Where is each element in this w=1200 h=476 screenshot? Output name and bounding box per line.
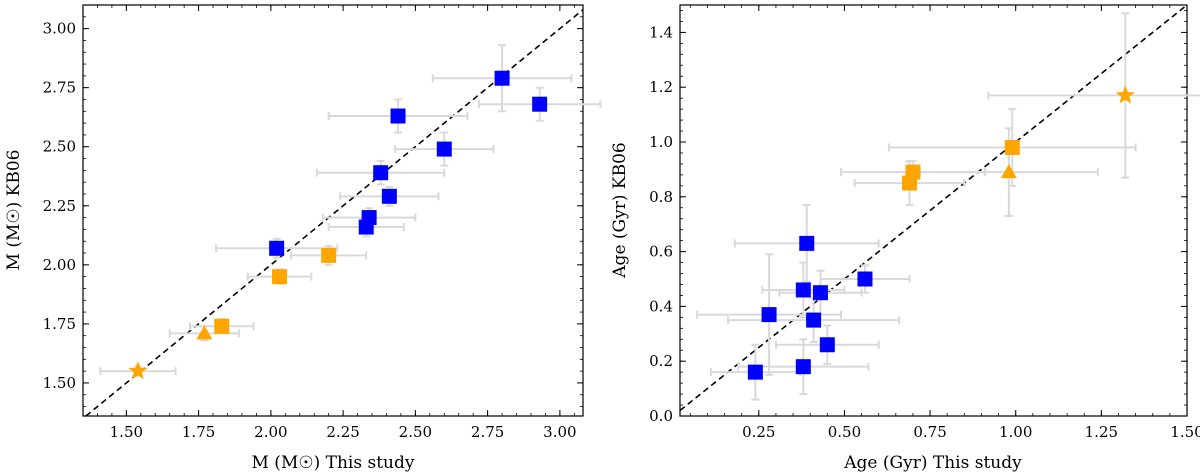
mass-y-tick-label: 2.50 <box>43 138 76 156</box>
mass-y-tick-label: 3.00 <box>43 20 76 38</box>
mass-square-point-0-4 <box>381 188 397 204</box>
age-x-tick-label: 0.50 <box>828 423 861 441</box>
mass-y-tick-label: 1.50 <box>43 374 76 392</box>
age-identity-dashed-line <box>679 4 1188 412</box>
age-y-tick-label: 0.0 <box>649 407 673 425</box>
mass-y-tick-label: 2.75 <box>43 79 76 97</box>
age-square-point-0-7 <box>819 337 835 353</box>
age-y-tick-label: 1.4 <box>649 23 673 41</box>
mass-comparison-panel: 1.50 1.75 2.00 2.25 2.50 2.75 3.00 1.50 1.75 2.00… <box>4 4 602 473</box>
age-triangle-point-2-0 <box>1000 164 1017 179</box>
mass-square-point-0-5 <box>390 108 406 124</box>
age-square-point-0-2 <box>795 359 811 375</box>
age-x-axis-label: Age (Gyr) This study <box>843 453 1022 473</box>
mass-y-tick-label: 2.25 <box>43 197 76 215</box>
mass-square-point-1-0 <box>214 318 230 334</box>
age-star-point-3-0 <box>1115 85 1135 104</box>
age-y-tick-label: 0.4 <box>649 297 673 315</box>
mass-triangle-point-2-0 <box>196 325 213 340</box>
age-x-tick-label: 1.25 <box>1085 423 1118 441</box>
mass-square-point-0-2 <box>361 210 377 226</box>
mass-x-tick-label: 1.75 <box>182 423 215 441</box>
age-y-tick-label: 1.0 <box>649 133 673 151</box>
age-y-axis-label: Age (Gyr) KB06 <box>610 142 630 278</box>
mass-x-tick-label: 1.50 <box>110 423 143 441</box>
age-identity-line <box>679 4 1188 412</box>
mass-identity-dashed-line <box>85 9 584 417</box>
mass-square-point-0-6 <box>436 141 452 157</box>
mass-star-point-3-0 <box>128 361 148 380</box>
age-y-tick-label: 1.2 <box>649 78 673 96</box>
mass-x-tick-label: 2.25 <box>326 423 359 441</box>
age-square-point-0-1 <box>761 307 777 323</box>
mass-y-tick-label: 1.75 <box>43 315 76 333</box>
age-x-tick-label: 0.75 <box>913 423 946 441</box>
mass-square-point-0-8 <box>532 96 548 112</box>
mass-square-point-0-3 <box>373 165 389 181</box>
mass-x-tick-label: 2.75 <box>471 423 504 441</box>
age-y-tick-label: 0.6 <box>649 243 673 261</box>
mass-square-point-0-7 <box>494 70 510 86</box>
mass-identity-line <box>85 9 584 417</box>
age-y-tick-label: 0.8 <box>649 188 673 206</box>
mass-x-axis-label: M (M☉) This study <box>252 453 415 473</box>
mass-y-axis-label: M (M☉) KB06 <box>4 150 24 271</box>
age-square-point-0-6 <box>812 285 828 301</box>
mass-square-point-1-2 <box>321 247 337 263</box>
mass-square-point-0-0 <box>269 240 285 256</box>
mass-x-tick-label: 2.50 <box>399 423 432 441</box>
age-y-tick-label: 0.2 <box>649 352 673 370</box>
age-square-point-0-5 <box>806 312 822 328</box>
age-errorbar-3-0 <box>987 12 1200 179</box>
age-x-tick-label: 1.50 <box>1170 423 1200 441</box>
age-x-tick-label: 1.00 <box>999 423 1032 441</box>
age-square-point-0-3 <box>795 282 811 298</box>
age-square-point-0-0 <box>747 364 763 380</box>
mass-square-point-1-1 <box>272 269 288 285</box>
age-plot-frame <box>679 4 1188 417</box>
mass-x-tick-label: 2.00 <box>254 423 287 441</box>
mass-plot-frame <box>82 4 584 417</box>
age-square-point-0-4 <box>799 235 815 251</box>
age-square-point-1-1 <box>905 164 921 180</box>
age-comparison-panel: 0.25 0.50 0.75 1.00 1.25 1.50 0.0 0.2 0.4 0.6 0.8 1… <box>610 4 1200 473</box>
mass-x-tick-label: 3.00 <box>543 423 576 441</box>
age-square-point-1-2 <box>1004 139 1020 155</box>
mass-y-tick-label: 2.00 <box>43 256 76 274</box>
age-square-point-0-8 <box>857 271 873 287</box>
age-x-tick-label: 0.25 <box>742 423 775 441</box>
